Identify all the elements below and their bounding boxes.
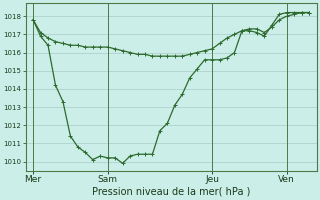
X-axis label: Pression niveau de la mer( hPa ): Pression niveau de la mer( hPa ) — [92, 187, 250, 197]
